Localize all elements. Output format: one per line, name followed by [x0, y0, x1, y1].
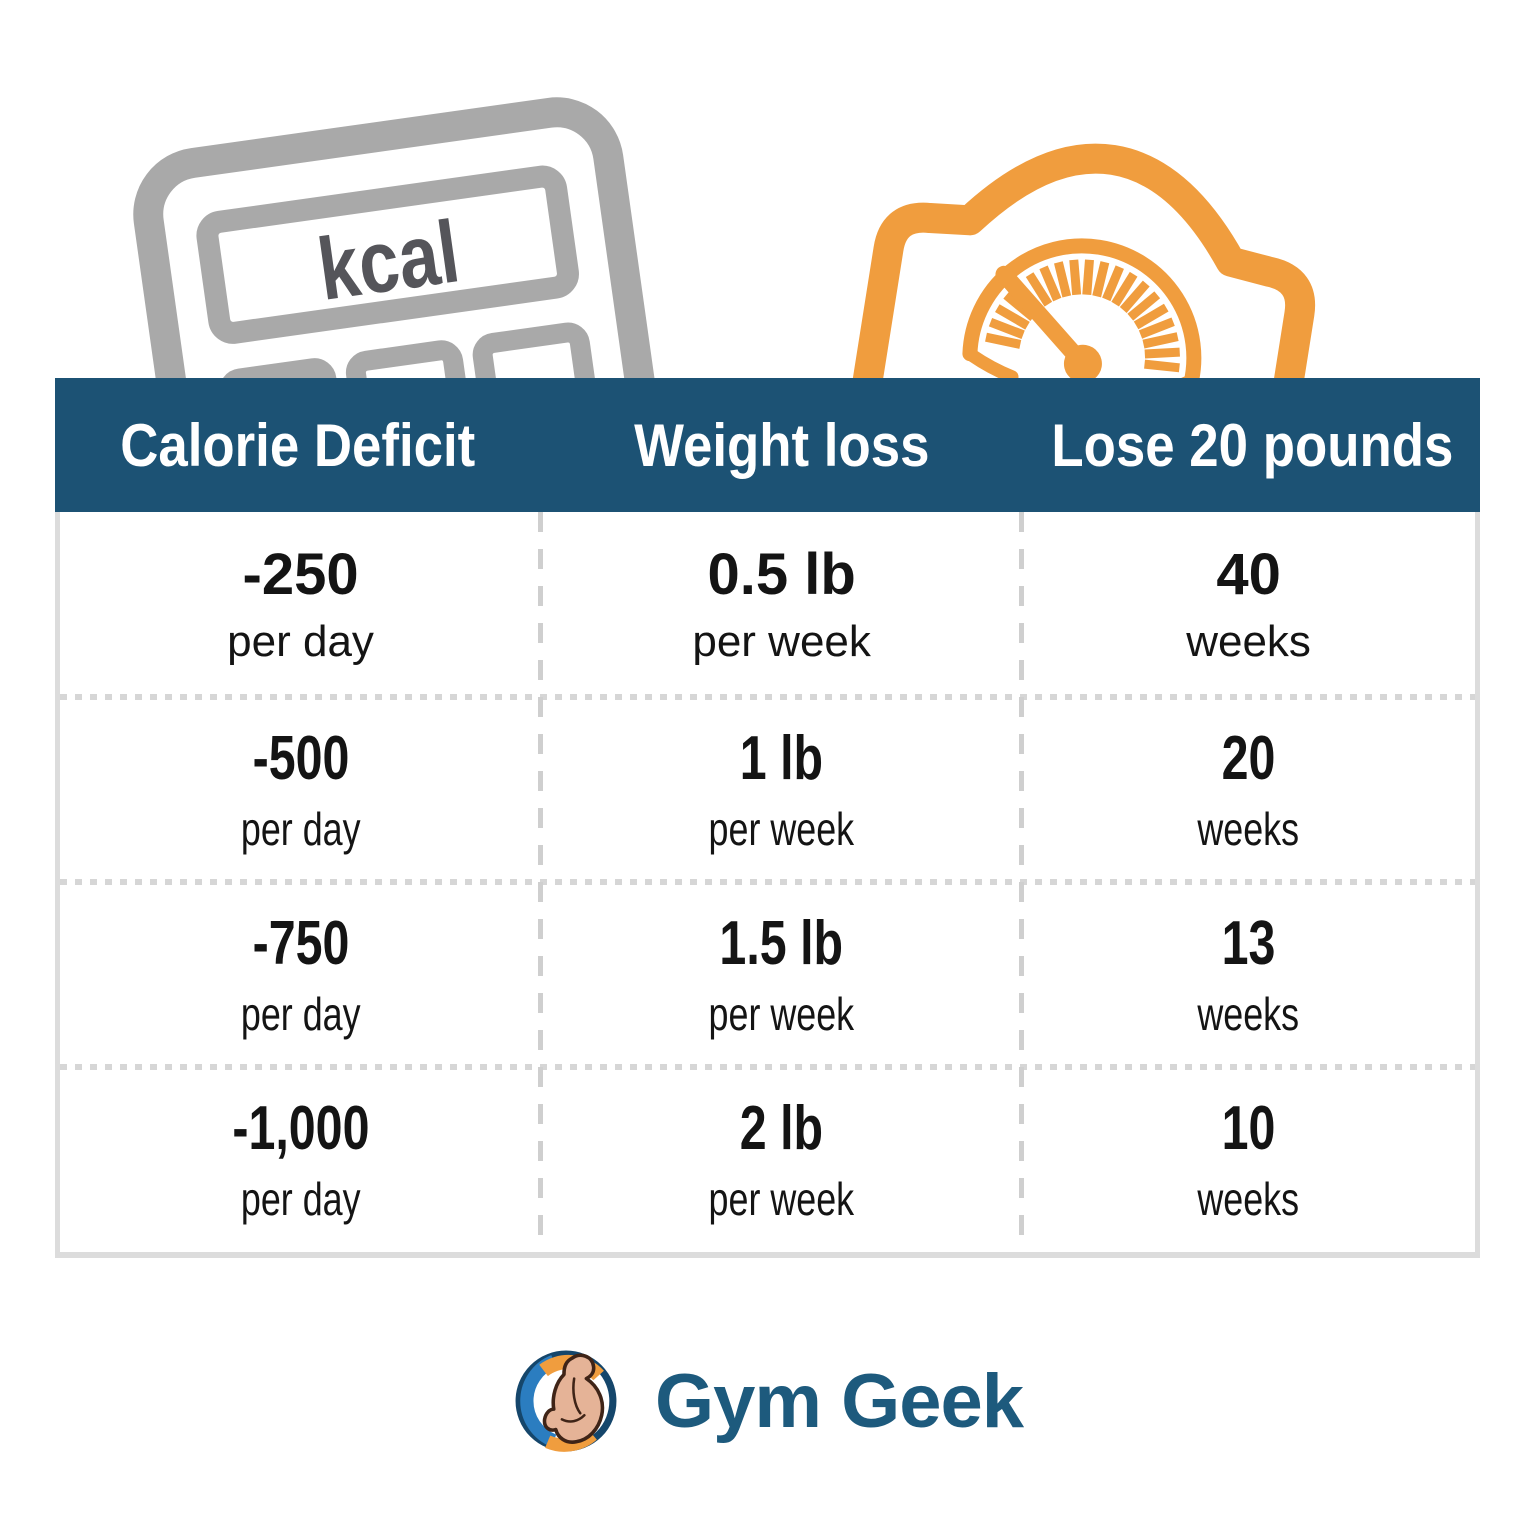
- scale-needle-pivot: [1063, 344, 1102, 383]
- cell-value: 1.5 lb: [719, 908, 844, 978]
- cell-deficit: -500 per day: [60, 697, 541, 882]
- cell-unit: per week: [708, 802, 855, 855]
- table-header: Calorie Deficit Weight loss Lose 20 poun…: [55, 378, 1480, 512]
- cell-duration: 13 weeks: [1022, 882, 1475, 1067]
- header-label: Weight loss: [634, 411, 930, 479]
- scale-dial-ticks: [985, 259, 1180, 373]
- cell-value: 40: [1216, 541, 1281, 607]
- cell-unit: per day: [240, 802, 361, 855]
- gym-geek-logo-icon: [515, 1350, 617, 1452]
- cell-weight-loss: 2 lb per week: [541, 1067, 1022, 1252]
- table-row: -750 per day 1.5 lb per week 13 weeks: [60, 879, 1475, 1067]
- logo-arm-detail: [560, 1377, 586, 1423]
- cell-duration: 40 weeks: [1022, 512, 1475, 697]
- table-row: -1,000 per day 2 lb per week 10 weeks: [60, 1064, 1475, 1252]
- cell-value: -750: [252, 908, 349, 978]
- cell-value: -1,000: [231, 1093, 370, 1163]
- column-divider: [538, 512, 544, 1252]
- footer-brand: Gym Geek: [0, 1348, 1536, 1454]
- cell-unit: per day: [227, 616, 374, 666]
- brand-name: Gym Geek: [655, 1358, 1024, 1444]
- header-label: Calorie Deficit: [119, 411, 475, 479]
- cell-unit: weeks: [1186, 616, 1311, 666]
- cell-deficit: -250 per day: [60, 512, 541, 697]
- scale-dial-arc: [962, 238, 1202, 396]
- scale-body: [839, 143, 1316, 569]
- cell-value: 2 lb: [739, 1093, 824, 1163]
- cell-duration: 10 weeks: [1022, 1067, 1475, 1252]
- cell-unit: weeks: [1197, 1172, 1300, 1225]
- cell-unit: weeks: [1197, 802, 1300, 855]
- table-body: -250 per day 0.5 lb per week 40 weeks -5…: [55, 512, 1480, 1258]
- calculator-display-text: kcal: [312, 203, 465, 320]
- cell-unit: per week: [708, 987, 855, 1040]
- cell-value: 13: [1221, 908, 1276, 978]
- cell-value: 1 lb: [739, 723, 824, 793]
- cell-unit: per week: [692, 616, 871, 666]
- cell-value: -250: [242, 541, 359, 607]
- header-cell-lose-20-pounds: Lose 20 pounds: [1024, 411, 1480, 480]
- cell-unit: per day: [240, 987, 361, 1040]
- table-row: -250 per day 0.5 lb per week 40 weeks: [60, 512, 1475, 697]
- cell-unit: weeks: [1197, 987, 1300, 1040]
- cell-weight-loss: 1 lb per week: [541, 697, 1022, 882]
- scale-needle: [995, 265, 1092, 373]
- cell-deficit: -1,000 per day: [60, 1067, 541, 1252]
- calculator-display: [196, 165, 579, 344]
- cell-weight-loss: 0.5 lb per week: [541, 512, 1022, 697]
- cell-value: 20: [1221, 723, 1276, 793]
- header-cell-weight-loss: Weight loss: [540, 411, 1025, 480]
- cell-value: 10: [1221, 1093, 1276, 1163]
- cell-unit: per day: [240, 1172, 361, 1225]
- cell-weight-loss: 1.5 lb per week: [541, 882, 1022, 1067]
- cell-deficit: -750 per day: [60, 882, 541, 1067]
- cell-unit: per week: [708, 1172, 855, 1225]
- header-label: Lose 20 pounds: [1051, 411, 1454, 479]
- cell-value: 0.5 lb: [707, 541, 856, 607]
- header-cell-calorie-deficit: Calorie Deficit: [55, 411, 540, 480]
- cell-value: -500: [252, 723, 349, 793]
- scale-dial-base-left: [965, 348, 1019, 384]
- column-divider: [1019, 512, 1025, 1252]
- cell-duration: 20 weeks: [1022, 697, 1475, 882]
- table-row: -500 per day 1 lb per week 20 weeks: [60, 694, 1475, 882]
